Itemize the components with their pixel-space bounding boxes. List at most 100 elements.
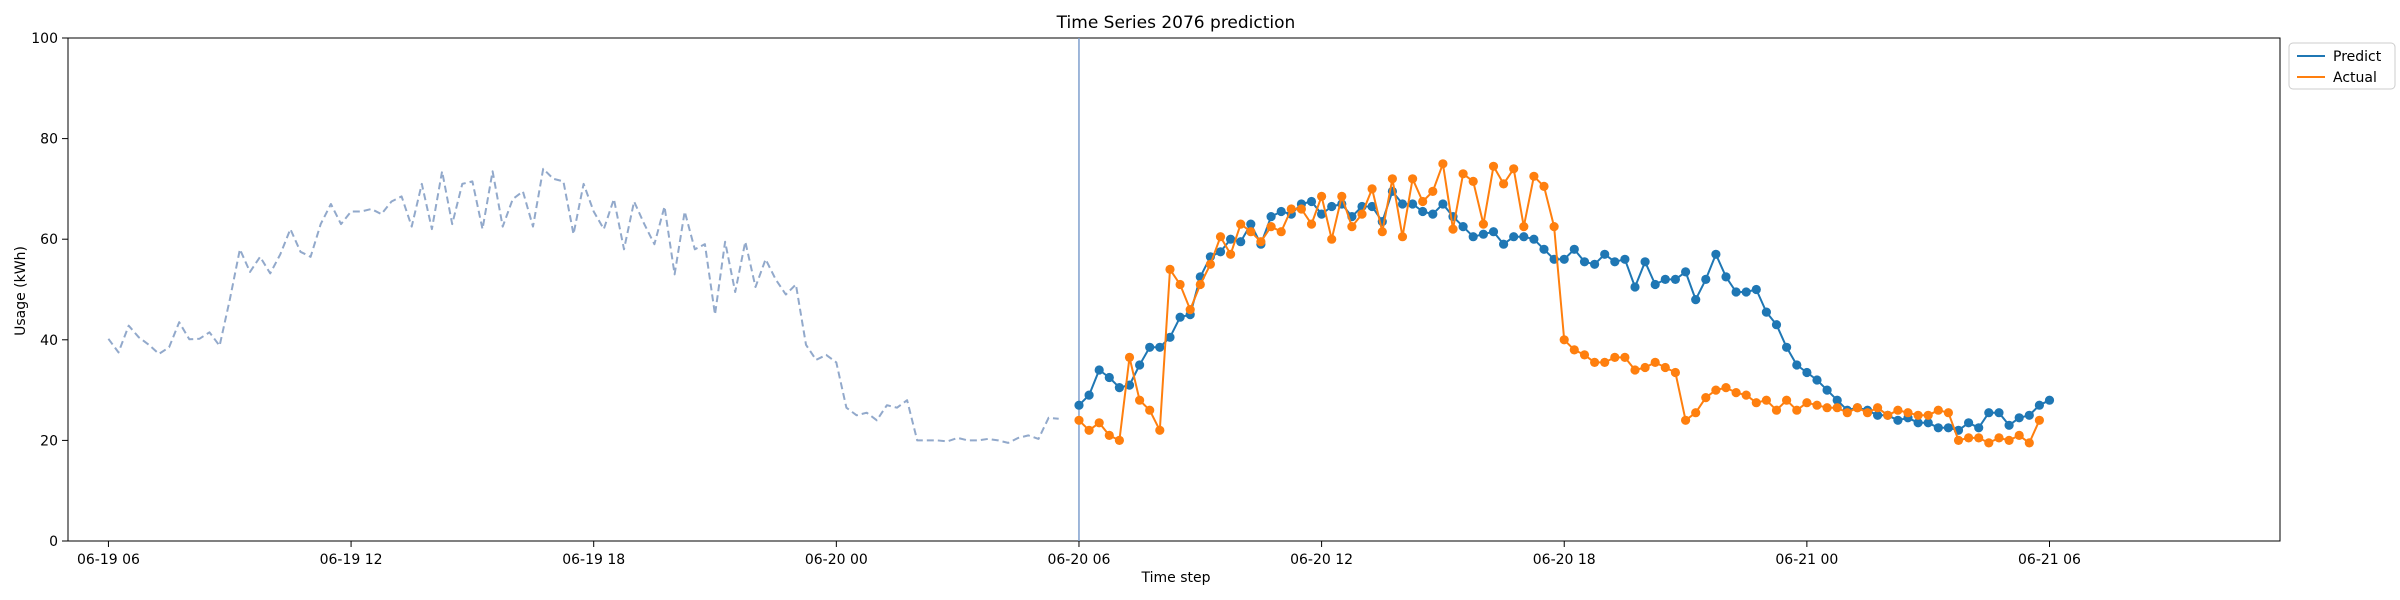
data-point-predict (1600, 249, 1610, 259)
data-point-predict (1519, 232, 1529, 242)
data-point-actual (1913, 410, 1923, 420)
data-point-predict (1114, 383, 1124, 393)
plot-frame (67, 37, 2281, 542)
data-point-actual (1205, 259, 1215, 269)
x-tick-label: 06-19 18 (562, 552, 625, 568)
data-point-predict (2014, 413, 2024, 423)
data-point-predict (1397, 199, 1408, 209)
data-point-actual (1691, 408, 1701, 418)
data-point-predict (2024, 410, 2034, 420)
data-point-actual (1731, 388, 1741, 398)
data-point-predict (1964, 418, 1974, 428)
data-point-actual (1549, 222, 1559, 232)
data-point-actual (1256, 237, 1266, 247)
y-tick-label: 0 (49, 534, 58, 550)
data-point-predict (1974, 423, 1984, 433)
data-point-actual (1468, 176, 1478, 186)
data-point-predict (1559, 254, 1569, 264)
data-point-actual (1337, 191, 1347, 201)
data-point-predict (1226, 234, 1236, 244)
data-point-actual (1438, 159, 1448, 169)
data-point-predict (1104, 372, 1114, 383)
data-point-actual (1509, 164, 1519, 174)
data-point-predict (1832, 395, 1842, 405)
data-point-predict (1913, 418, 1923, 428)
data-point-actual (1630, 365, 1640, 375)
data-point-actual (1266, 222, 1276, 232)
data-point-predict (1822, 385, 1832, 395)
x-tick-label: 06-21 00 (1775, 552, 1838, 568)
data-point-actual (1640, 362, 1650, 373)
data-point-predict (1327, 201, 1337, 212)
data-point-predict (1660, 274, 1670, 284)
data-point-predict (1994, 408, 2004, 418)
data-point-actual (1933, 405, 1943, 415)
data-point-actual (1569, 345, 1579, 355)
data-point-predict (1802, 367, 1812, 378)
data-point-predict (1721, 272, 1731, 282)
data-point-predict (1751, 284, 1761, 295)
data-point-actual (1185, 305, 1195, 315)
data-point-predict (1579, 257, 1590, 267)
data-point-predict (1893, 415, 1903, 425)
data-point-predict (1367, 201, 1377, 212)
data-point-actual (1327, 234, 1337, 244)
data-point-predict (2044, 395, 2055, 405)
data-point-actual (1650, 357, 1660, 367)
legend-label-actual: Actual (2333, 70, 2377, 86)
data-point-predict (1145, 342, 1155, 352)
data-point-predict (1691, 295, 1701, 305)
data-point-actual (1670, 367, 1680, 378)
data-point-predict (1428, 209, 1438, 219)
data-point-actual (1124, 352, 1135, 362)
data-point-actual (1953, 435, 1964, 445)
data-point-actual (1792, 405, 1802, 415)
data-point-actual (1620, 352, 1630, 362)
data-point-predict (1529, 234, 1539, 244)
data-point-predict (1681, 267, 1691, 277)
data-point-actual (1610, 352, 1620, 362)
data-point-actual (1155, 425, 1165, 435)
data-point-predict (1701, 274, 1711, 284)
x-tick-label: 06-20 06 (1047, 552, 1110, 568)
data-point-actual (1883, 410, 1893, 420)
data-point-actual (1852, 403, 1862, 413)
data-point-predict (1317, 209, 1327, 219)
x-tick-label: 06-19 06 (77, 552, 140, 568)
data-point-predict (1266, 212, 1276, 222)
data-point-actual (1104, 430, 1114, 440)
data-point-actual (1478, 219, 1488, 229)
series-line-history (107, 167, 1059, 444)
data-point-predict (1812, 375, 1822, 385)
data-point-actual (1397, 232, 1408, 242)
data-point-predict (1236, 237, 1246, 247)
x-tick-label: 06-20 00 (805, 552, 868, 568)
x-axis: 06-19 06 06-19 12 06-19 18 06-20 00 06-20 06… (77, 541, 2081, 568)
y-tick-label: 40 (40, 333, 58, 349)
y-axis-label: Usage (kWh) (13, 246, 29, 336)
data-point-actual (1559, 335, 1569, 345)
data-point-predict (1943, 423, 1953, 433)
data-point-actual (1751, 398, 1761, 408)
data-point-actual (1286, 204, 1296, 214)
data-point-predict (1873, 410, 1883, 420)
x-tick-label: 06-19 12 (320, 552, 383, 568)
data-point-actual (1276, 227, 1286, 237)
data-point-predict (1569, 244, 1579, 254)
data-point-actual (1357, 209, 1367, 219)
data-point-actual (1226, 249, 1236, 259)
data-point-predict (1478, 229, 1488, 239)
data-point-actual (1114, 435, 1124, 445)
data-point-actual (1660, 362, 1670, 373)
data-point-predict (1984, 408, 1994, 418)
data-point-actual (1539, 181, 1549, 191)
data-point-actual (1317, 191, 1327, 201)
data-point-actual (1175, 279, 1185, 290)
data-point-predict (1771, 320, 1782, 330)
y-tick-label: 20 (40, 433, 58, 449)
data-point-predict (1488, 227, 1499, 237)
x-axis-label: Time step (1141, 570, 1211, 586)
data-point-predict (1640, 257, 1650, 267)
data-point-predict (1782, 342, 1792, 352)
